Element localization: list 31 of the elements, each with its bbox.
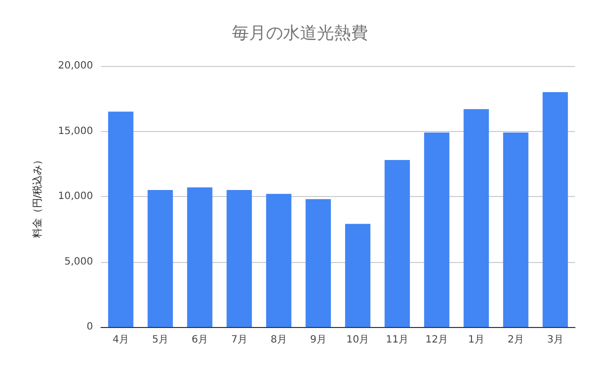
bar (226, 190, 252, 327)
x-tick-label: 8月 (270, 334, 287, 346)
y-tick-label: 20,000 (58, 60, 93, 72)
x-tick-label: 12月 (425, 334, 448, 346)
bar (108, 112, 134, 327)
x-tick-label: 5月 (152, 334, 168, 346)
bar (464, 109, 489, 327)
y-axis-title: 料金（円/税込み） (32, 154, 44, 238)
x-tick-label: 11月 (386, 334, 409, 346)
x-tick-label: 6月 (192, 334, 208, 346)
bar (187, 187, 212, 327)
x-tick-label: 4月 (112, 334, 129, 346)
x-tick-label: 2月 (508, 334, 524, 346)
bar (542, 92, 568, 327)
x-tick-label: 10月 (346, 334, 370, 346)
x-tick-label: 7月 (231, 334, 248, 346)
bar (503, 132, 528, 327)
y-tick-label: 0 (86, 322, 93, 332)
bar (266, 194, 292, 327)
x-tick-label: 3月 (547, 334, 564, 346)
bar (306, 199, 331, 327)
bar (148, 190, 173, 327)
bar (345, 224, 370, 327)
x-tick-label: 1月 (468, 334, 484, 346)
y-tick-label: 10,000 (58, 191, 93, 202)
bar (424, 132, 450, 327)
x-tick-label: 9月 (310, 334, 326, 346)
bar (384, 160, 410, 327)
y-tick-label: 15,000 (58, 126, 93, 137)
chart-title: 毎月の水道光熱費 (232, 24, 368, 44)
y-tick-label: 5,000 (64, 256, 93, 268)
